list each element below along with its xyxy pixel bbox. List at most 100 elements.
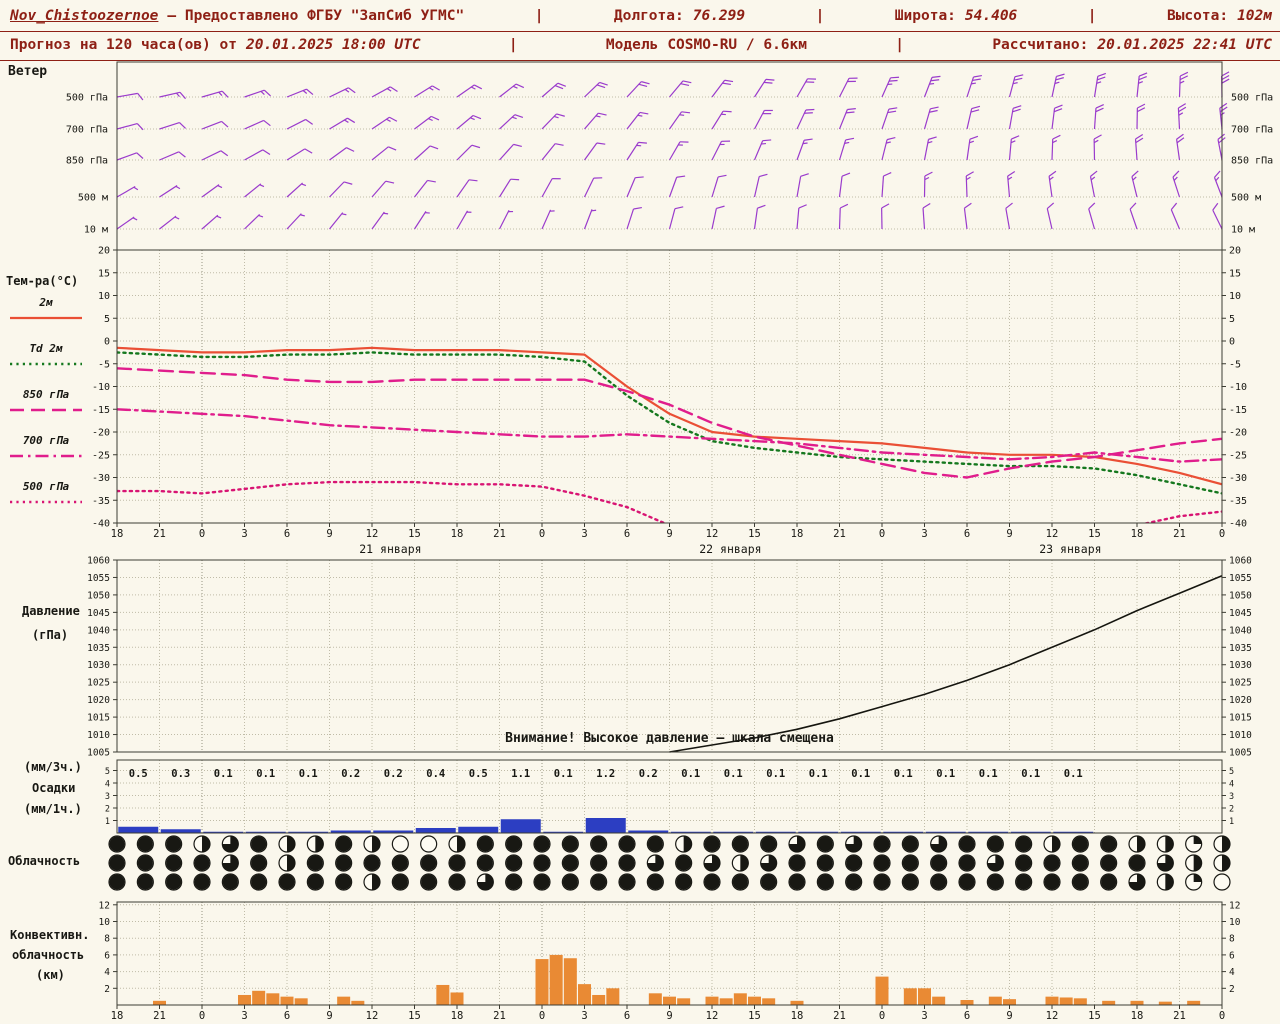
precip-title-line3: (мм/1ч.)	[24, 802, 82, 816]
cloud-cover-fill	[1165, 874, 1174, 890]
cloud-cover-fill	[1016, 836, 1032, 852]
wind-barb	[1129, 202, 1138, 230]
precip-amount-label: 0.1	[256, 768, 275, 780]
legend-label: 850 гПа	[23, 388, 70, 401]
wind-barb	[796, 173, 809, 198]
wind-barb	[456, 114, 482, 130]
wind-barb	[414, 145, 439, 161]
cloud-cover-fill	[846, 874, 862, 890]
precip-amount-label: 0.1	[851, 768, 870, 780]
precip-bar	[1053, 831, 1094, 833]
hour-label: 15	[748, 528, 761, 540]
convective-bar	[1158, 1001, 1172, 1005]
hour-label: 12	[706, 528, 719, 540]
axis-tick-label: 3	[105, 792, 110, 802]
axis-tick-label: 10	[1229, 917, 1241, 928]
axis-tick-label: 1055	[1229, 573, 1252, 584]
wind-barb	[881, 172, 892, 198]
temp-series-700 гПа	[117, 408, 1222, 463]
axis-tick-label: -5	[98, 359, 110, 370]
cloud-cover-fill	[392, 855, 408, 871]
hour-label: 18	[111, 528, 124, 540]
wind-barb	[1219, 102, 1228, 130]
cloud-cover-fill	[137, 836, 153, 852]
cloud-cover-fill	[222, 874, 238, 890]
axis-tick-label: 1035	[1229, 643, 1252, 654]
wind-barb	[1212, 202, 1223, 230]
cloud-cover-fill	[959, 874, 975, 890]
wind-barb	[329, 87, 356, 98]
wind-barb	[753, 204, 766, 230]
wind-barb	[329, 212, 347, 230]
wind-barb	[1008, 74, 1024, 98]
axis-tick-label: -5	[1229, 359, 1241, 370]
hour-label: 3	[921, 528, 927, 540]
longitude-label: Долгота:	[613, 8, 684, 24]
cloud-cover-fill	[732, 874, 748, 890]
axis-tick-label: 1025	[1229, 678, 1252, 689]
pressure-title-line1: Давление	[22, 604, 80, 618]
date-label: 22 января	[699, 542, 761, 556]
axis-tick-label: -20	[1229, 428, 1247, 439]
convective-bar	[351, 1000, 365, 1005]
cloud-cover-fill	[1129, 855, 1145, 871]
wind-barb	[159, 151, 186, 161]
cloud-cover-fill	[1193, 836, 1202, 844]
cloud-cover-fill	[287, 836, 295, 852]
wind-barb	[838, 108, 856, 130]
cloud-cover-fill	[222, 836, 239, 852]
wind-barb	[329, 147, 355, 161]
cloud-cover-fill	[307, 874, 323, 890]
station-group: Nov_Chistoozernoe — Предоставлено ФГБУ "…	[10, 8, 464, 24]
cloud-cover-fill	[902, 855, 918, 871]
convective-bar	[280, 996, 294, 1005]
cloud-cover-fill	[845, 836, 862, 852]
wind-barb	[796, 108, 815, 130]
cloud-cover-fill	[421, 855, 437, 871]
wind-barb	[116, 216, 138, 230]
cloud-cover-fill	[251, 855, 267, 871]
cloud-cover-fill	[1129, 874, 1145, 890]
precip-amount-label: 0.1	[1064, 768, 1083, 780]
cloud-cover-fill	[315, 836, 324, 853]
hour-label: 15	[748, 1010, 761, 1022]
precip-amount-label: 0.5	[469, 768, 488, 780]
cloud-cover-fill	[1137, 836, 1145, 852]
wind-barb	[499, 114, 524, 130]
wind-barb	[669, 111, 691, 130]
convective-bar	[1059, 997, 1073, 1005]
hour-label: 12	[1046, 528, 1059, 540]
wind-barb	[668, 141, 689, 161]
cloud-cover-fill	[959, 855, 975, 871]
hour-label: 12	[366, 528, 379, 540]
cloud-cover-fill	[477, 874, 494, 890]
wind-barb	[626, 141, 647, 161]
axis-tick-label: 1005	[1229, 748, 1252, 759]
hour-label: 0	[539, 528, 545, 540]
precip-bar	[203, 831, 244, 833]
axis-tick-label: 1060	[1229, 556, 1252, 567]
cloud-cover-fill	[307, 855, 323, 871]
axis-tick-label: 6	[1229, 950, 1235, 961]
axis-tick-label: 5	[1229, 767, 1234, 777]
convective-bar	[1003, 999, 1016, 1005]
temp-series-500 гПа	[117, 480, 1222, 523]
hour-label: 15	[1088, 528, 1101, 540]
wind-barb	[201, 214, 222, 230]
cloud-cover-fill	[457, 836, 465, 852]
wind-barb	[286, 148, 313, 161]
wind-barb	[1093, 104, 1104, 130]
calculated-label: Рассчитано:	[992, 37, 1089, 53]
latitude-value: 54.406	[964, 8, 1018, 24]
precip-amount-label: 0.4	[426, 768, 445, 780]
precip-bar	[628, 830, 669, 833]
cloud-cover-fill	[506, 836, 522, 852]
hour-label: 9	[666, 528, 672, 540]
wind-barb	[244, 149, 271, 161]
wind-level-label: 500 гПа	[1231, 93, 1273, 104]
axis-tick-label: 1055	[87, 573, 110, 584]
wind-barb	[963, 202, 972, 230]
wind-barb	[499, 143, 522, 161]
axis-tick-label: 5	[104, 314, 110, 325]
wind-barb	[838, 77, 858, 98]
